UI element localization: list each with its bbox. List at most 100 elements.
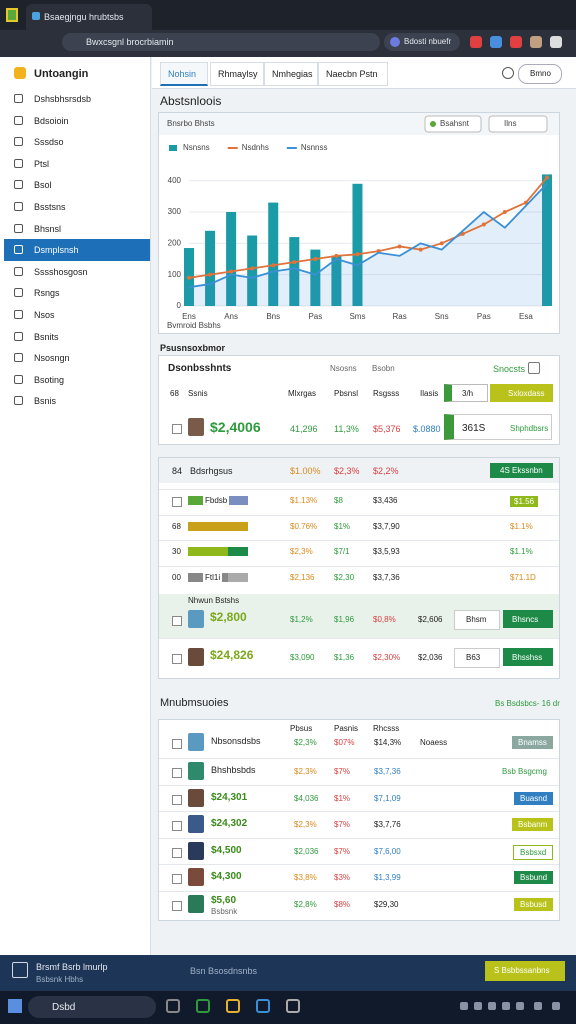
footer-button[interactable] xyxy=(485,961,565,981)
sidebar-item[interactable]: Bsnis xyxy=(34,396,57,407)
sidebar-item[interactable]: Dshsbhsrsdsb xyxy=(34,94,92,104)
footer-search[interactable]: Bsn Bsosdnsnbs xyxy=(190,966,258,976)
sidebar-title: Untoangin xyxy=(34,68,89,80)
x-tick-label: Sms xyxy=(349,312,365,321)
row-checkbox xyxy=(172,739,182,749)
row-checkbox xyxy=(172,497,182,507)
sidebar-item[interactable]: Nsosngn xyxy=(34,353,70,364)
toolbar-icon[interactable] xyxy=(490,36,502,48)
view-tab[interactable] xyxy=(210,62,264,86)
action-button[interactable] xyxy=(490,463,553,478)
view-tab[interactable] xyxy=(160,62,208,86)
action-button[interactable] xyxy=(490,384,553,402)
view-tab[interactable] xyxy=(264,62,318,86)
row-button[interactable]: Buasnd xyxy=(514,791,554,805)
view-tab-label: Rhmaylsy xyxy=(218,69,258,79)
sidebar-item[interactable]: Rsngs xyxy=(34,288,60,299)
action-button-label: Bhsncs xyxy=(512,615,539,624)
help-icon xyxy=(502,67,514,79)
view-tab[interactable] xyxy=(318,62,388,86)
y-tick-label: 400 xyxy=(168,176,182,185)
sidebar-item[interactable]: Ptsl xyxy=(34,158,50,169)
taskbar-app[interactable] xyxy=(196,999,210,1013)
cell: $2,2% xyxy=(373,466,399,476)
row-button[interactable]: Bnamss xyxy=(512,736,553,750)
chart-menu[interactable] xyxy=(488,115,548,133)
toggle[interactable] xyxy=(444,384,488,402)
line-point xyxy=(271,263,276,268)
footer-bar xyxy=(0,955,576,991)
cell: $8% xyxy=(334,899,351,909)
action-button[interactable] xyxy=(503,648,553,666)
toggle-label: 3/h xyxy=(462,389,474,398)
sidebar-item[interactable]: Dsmplsnsh xyxy=(34,245,79,256)
column-header: Pbsus xyxy=(290,724,313,733)
cell: $.0880 xyxy=(413,424,441,434)
tab xyxy=(26,4,152,30)
sidebar-icon xyxy=(14,396,23,406)
progress xyxy=(228,496,248,505)
row-button[interactable]: Bsbanm xyxy=(512,818,554,832)
chart-menu-label: Ilns xyxy=(504,119,516,128)
link[interactable]: Shphdbsrs xyxy=(510,424,549,433)
sidebar-logo xyxy=(14,67,26,79)
x-tick-label: Esa xyxy=(519,312,533,321)
row-name: Fbdsb xyxy=(203,496,230,506)
tag: $1.1% xyxy=(510,521,533,531)
progress xyxy=(228,521,248,531)
column-header: Ilasis xyxy=(420,389,439,398)
sidebar-item[interactable]: Bsol xyxy=(34,180,52,191)
sidebar-item[interactable]: Bdsoioin xyxy=(34,115,69,126)
start-button[interactable] xyxy=(8,999,22,1013)
input-box[interactable] xyxy=(454,610,500,630)
sidebar-item[interactable]: Bsoting xyxy=(34,374,65,385)
cell: $3,090 xyxy=(290,653,315,662)
header-button-label: Bmno xyxy=(530,69,551,78)
sidebar-icon xyxy=(14,223,23,233)
header-button[interactable] xyxy=(518,64,562,84)
toolbar-icon[interactable] xyxy=(510,36,522,48)
row-id: 68 xyxy=(172,521,181,531)
row-id: 00 xyxy=(172,573,181,583)
action-button[interactable] xyxy=(503,610,553,628)
tray-icon xyxy=(516,1002,524,1010)
line-point xyxy=(545,175,549,180)
sidebar-item[interactable]: Sssshosgosn xyxy=(34,266,88,277)
toolbar-icon[interactable] xyxy=(530,36,542,48)
member-name: Nbsonsdsbs xyxy=(211,736,261,746)
row-checkbox xyxy=(172,821,182,831)
bar xyxy=(226,212,237,306)
cell: $1,3,99 xyxy=(374,873,401,882)
sidebar-item[interactable]: Bsstsns xyxy=(34,202,66,212)
taskbar-app[interactable] xyxy=(256,999,270,1013)
taskbar-app[interactable] xyxy=(286,999,300,1013)
taskbar-search[interactable] xyxy=(28,996,156,1018)
card-title: Bdsrhgsus xyxy=(190,466,233,476)
bar xyxy=(310,249,321,306)
sidebar-item[interactable]: Sssdso xyxy=(34,137,64,148)
cell: $2,8% xyxy=(294,899,317,909)
row-button[interactable]: Bsb Bsgcmg xyxy=(502,767,547,776)
code-box xyxy=(444,414,552,440)
app-icon xyxy=(6,8,18,22)
sidebar-icon xyxy=(14,374,23,384)
input-box[interactable] xyxy=(454,648,500,668)
taskbar-app[interactable] xyxy=(226,999,240,1013)
cell: $0.76% xyxy=(290,521,318,531)
line-point xyxy=(292,260,297,265)
line-point xyxy=(187,275,191,280)
row-button[interactable]: Bsbund xyxy=(514,871,554,885)
sidebar-item[interactable]: Bsnits xyxy=(34,331,59,342)
row-button[interactable]: Bsbusd xyxy=(514,897,553,911)
toolbar-icon[interactable] xyxy=(550,36,562,48)
row-button[interactable]: Bsbsxd xyxy=(513,844,554,860)
url-field[interactable] xyxy=(62,33,380,51)
cell: $2,3% xyxy=(294,820,317,829)
taskbar-app[interactable] xyxy=(166,999,180,1013)
toolbar-icon[interactable] xyxy=(470,36,482,48)
chart-dropdown[interactable] xyxy=(424,115,482,133)
sidebar-item[interactable]: Nsos xyxy=(34,310,55,320)
profile-pill[interactable] xyxy=(384,33,460,51)
sidebar-item[interactable]: Bhsnsl xyxy=(34,223,62,234)
tab-title[interactable]: Bsaegjngu hrubtsbs xyxy=(44,12,124,22)
